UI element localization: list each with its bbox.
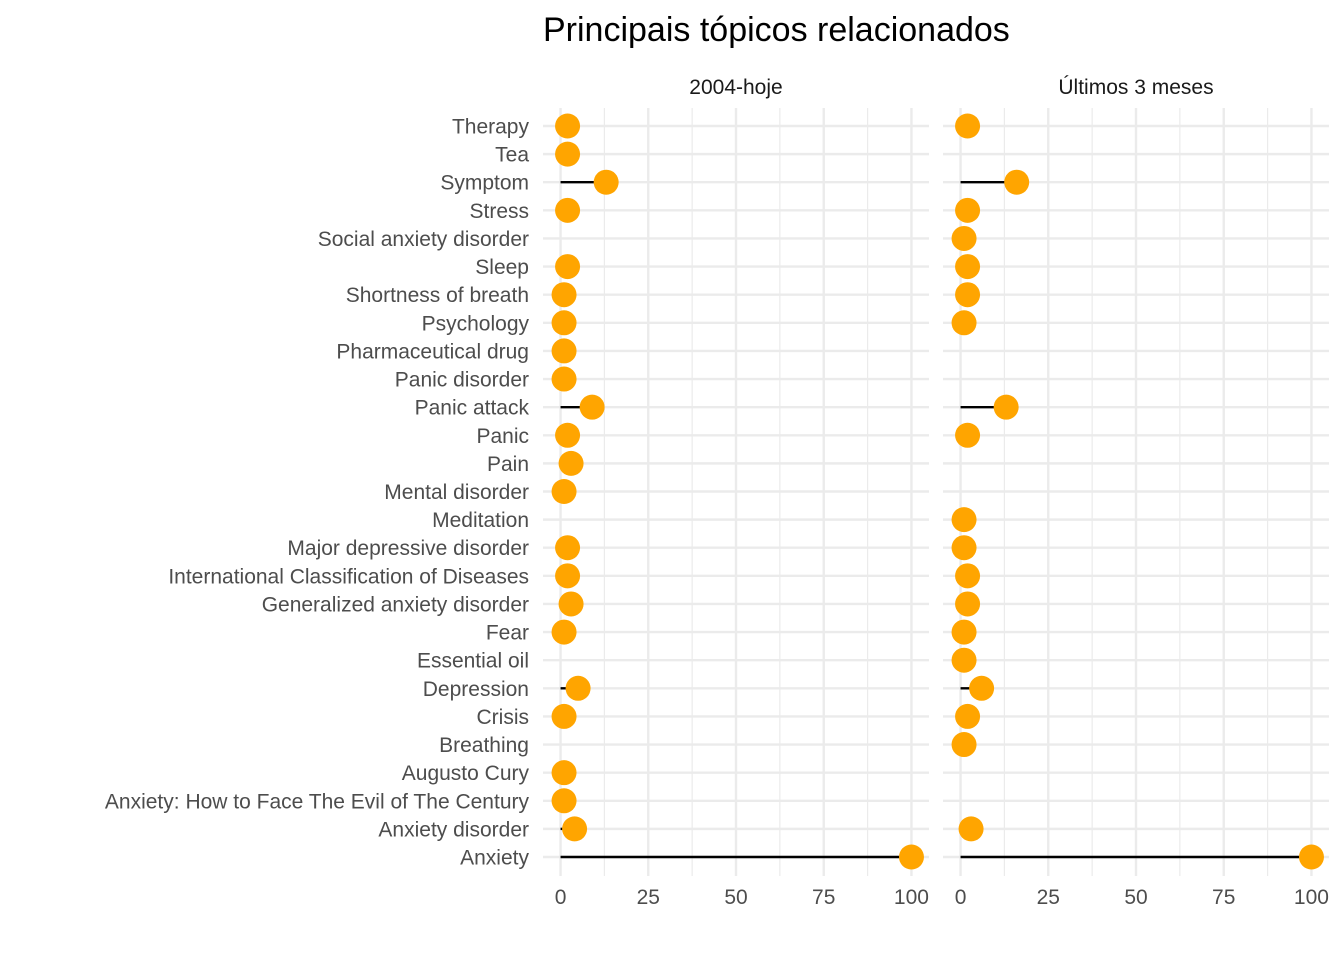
category-label: Generalized anxiety disorder <box>262 593 529 616</box>
lollipop-point <box>555 422 581 448</box>
chart-title: Principais tópicos relacionados <box>543 11 1010 49</box>
lollipop-point <box>551 760 577 786</box>
category-label: Essential oil <box>417 650 529 673</box>
lollipop-point <box>951 619 977 645</box>
category-label: Symptom <box>440 172 529 195</box>
category-label: Fear <box>486 622 529 645</box>
lollipop-point <box>551 310 577 336</box>
category-label: Tea <box>495 144 529 167</box>
lollipop-point <box>898 844 924 870</box>
lollipop-point <box>955 197 981 223</box>
lollipop-point <box>565 675 591 701</box>
x-tick-label: 0 <box>555 886 567 909</box>
lollipop-point <box>993 394 1019 420</box>
grid-layer <box>543 108 1329 876</box>
category-label: Breathing <box>439 734 529 757</box>
category-label: Stress <box>469 200 529 223</box>
lollipop-point <box>951 225 977 251</box>
lollipop-point <box>951 535 977 561</box>
category-label: Shortness of breath <box>346 284 529 307</box>
lollipop-point <box>555 113 581 139</box>
category-label: Pharmaceutical drug <box>336 340 529 363</box>
lollipop-point <box>562 816 588 842</box>
category-label: Sleep <box>475 256 529 279</box>
x-tick-label: 50 <box>1124 886 1147 909</box>
category-label: Therapy <box>452 116 530 139</box>
lollipop-point <box>551 282 577 308</box>
lollipop-point <box>955 591 981 617</box>
category-label: Panic attack <box>415 397 530 420</box>
category-labels: Therapy Tea Symptom Stress Social anxiety di… <box>105 116 530 870</box>
lollipop-point <box>555 563 581 589</box>
category-label: Depression <box>423 678 529 701</box>
x-tick-label: 25 <box>637 886 660 909</box>
lollipop-point <box>955 422 981 448</box>
lollipop-point <box>951 647 977 673</box>
category-label: International Classification of Diseases <box>168 565 529 588</box>
x-tick-label: 75 <box>1212 886 1235 909</box>
category-label: Major depressive disorder <box>287 537 529 560</box>
category-label: Panic <box>476 425 529 448</box>
lollipop-point <box>551 366 577 392</box>
x-tick-label: 50 <box>724 886 747 909</box>
x-tick-label: 75 <box>812 886 835 909</box>
lollipop-point <box>969 675 995 701</box>
lollipop-point <box>951 310 977 336</box>
lollipop-point <box>1298 844 1324 870</box>
lollipop-point <box>551 619 577 645</box>
lollipop-point <box>555 254 581 280</box>
category-label: Social anxiety disorder <box>318 228 529 251</box>
lollipop-point <box>551 338 577 364</box>
category-label: Anxiety: How to Face The Evil of The Cen… <box>105 790 530 813</box>
lollipop-point <box>555 535 581 561</box>
category-label: Meditation <box>432 509 529 532</box>
data-marks <box>551 113 1324 870</box>
lollipop-point <box>955 113 981 139</box>
lollipop-point <box>955 254 981 280</box>
lollipop-point <box>558 450 584 476</box>
lollipop-point <box>955 703 981 729</box>
category-label: Augusto Cury <box>402 762 530 785</box>
category-label: Panic disorder <box>395 369 529 392</box>
category-label: Anxiety <box>460 847 529 870</box>
lollipop-point <box>1004 169 1030 195</box>
panel-2-strip-label: Últimos 3 meses <box>1058 76 1213 99</box>
category-label: Crisis <box>477 706 530 729</box>
lollipop-point <box>551 788 577 814</box>
lollipop-point <box>955 282 981 308</box>
category-label: Mental disorder <box>384 481 529 504</box>
panel-1-strip-label: 2004-hoje <box>689 76 782 99</box>
lollipop-point <box>551 479 577 504</box>
x-tick-label: 100 <box>1294 886 1329 909</box>
lollipop-point <box>555 197 581 223</box>
category-label: Pain <box>487 453 529 476</box>
lollipop-point <box>955 563 981 589</box>
lollipop-point <box>555 141 581 167</box>
lollipop-point <box>951 507 977 533</box>
lollipop-point <box>951 732 977 758</box>
lollipop-point <box>558 591 584 617</box>
x-tick-label: 100 <box>894 886 929 909</box>
x-axis-tick-labels: 0 25 50 75 100 0 25 50 75 100 <box>555 886 1329 909</box>
lollipop-point <box>551 703 577 729</box>
lollipop-point <box>958 816 984 842</box>
category-label: Psychology <box>422 312 530 335</box>
x-tick-label: 0 <box>955 886 967 909</box>
lollipop-point <box>579 394 605 420</box>
category-label: Anxiety disorder <box>378 818 529 841</box>
lollipop-point <box>593 169 619 195</box>
x-tick-label: 25 <box>1037 886 1060 909</box>
